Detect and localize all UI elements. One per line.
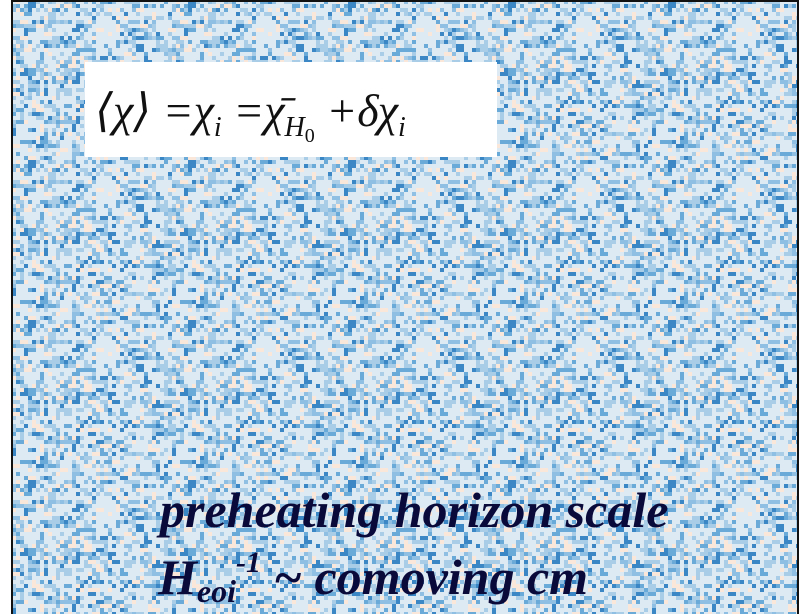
page: {"formula": ["⟨χ⟩ =χ", "i", " =χ̄", "H",… [0,0,807,614]
label-part: H [157,549,199,605]
formula-sub: H [283,112,306,143]
figure: ⟨χ⟩ =χi =χ̄H0 +δχi preheating horizon sc… [0,0,807,614]
formula-part: ⟨χ⟩ =χ [95,85,216,136]
formula-part: +δχ [315,85,400,136]
label-sub: eoi [197,573,236,609]
label-line1: preheating horizon scale [156,482,668,538]
formula-sub: i [398,112,406,143]
label-part: ~ comoving cm [261,549,588,605]
formula-subsub: 0 [305,125,315,147]
formula-sub: i [214,112,222,143]
label-sup: -1 [236,546,261,579]
